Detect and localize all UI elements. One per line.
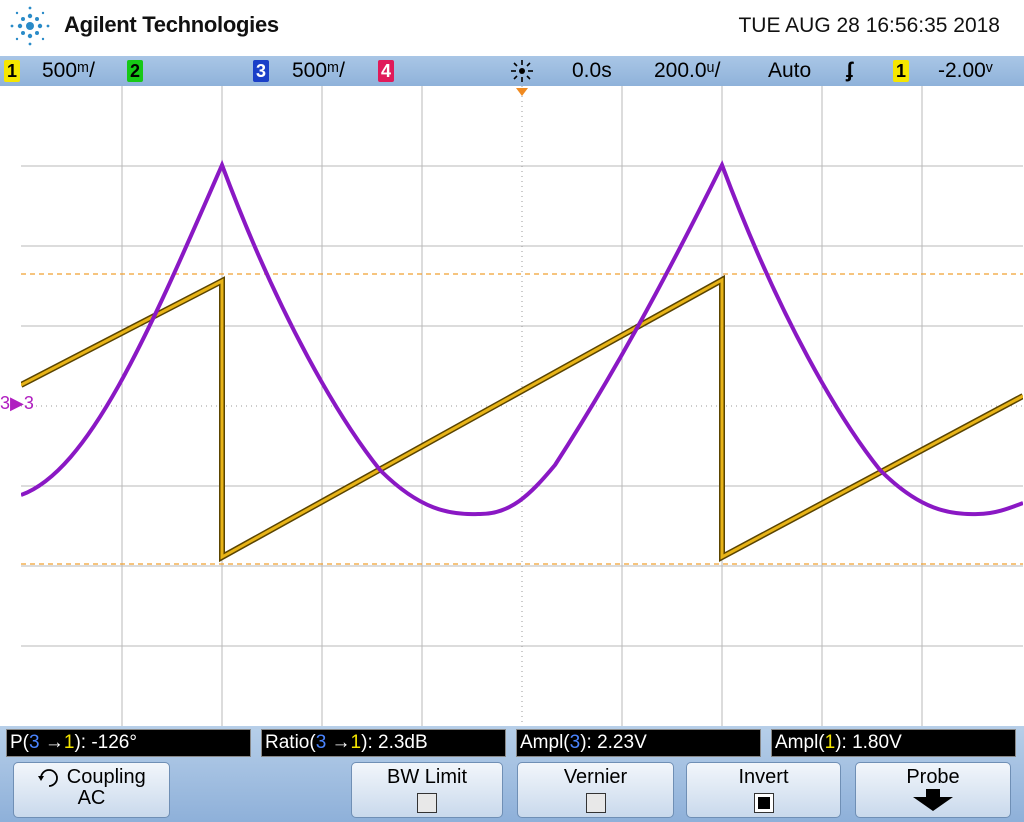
rotate-knob-icon (38, 768, 59, 787)
vernier-checkbox[interactable] (585, 793, 606, 813)
trigger-slope-icon: ʄ (846, 59, 853, 82)
channel-1-trace (21, 274, 1023, 563)
channel-4-badge[interactable]: 4 (378, 60, 394, 82)
center-axes (21, 86, 1023, 726)
channel-3-badge[interactable]: 3 (253, 60, 269, 82)
agilent-logo-icon (10, 6, 50, 46)
channel-2-badge[interactable]: 2 (127, 60, 143, 82)
ratio-measurement: Ratio(3 →1): 2.3dB (261, 729, 506, 757)
channel-1-scale: 500ᵐ/ (42, 59, 95, 82)
date-time: TUE AUG 28 16:56:35 2018 (738, 14, 1000, 37)
channel-3-trace (21, 159, 1023, 517)
bw-limit-checkbox[interactable] (417, 793, 437, 813)
channel-1-badge[interactable]: 1 (4, 60, 20, 82)
reference-levels (21, 273, 1023, 565)
header: Agilent Technologies TUE AUG 28 16:56:35… (0, 0, 1024, 56)
ampl-1-measurement: Ampl(1): 1.80V (771, 729, 1016, 757)
probe-softkey[interactable]: Probe (855, 762, 1011, 818)
bw-limit-softkey[interactable]: BW Limit (351, 762, 503, 818)
invert-softkey[interactable]: Invert (686, 762, 841, 818)
marker-label: 3 (0, 393, 11, 413)
trigger-level: -2.00ᵛ (938, 59, 993, 82)
trigger-source-badge[interactable]: 1 (893, 60, 909, 82)
coupling-softkey[interactable]: Coupling AC (13, 762, 170, 818)
brand-name: Agilent Technologies (64, 12, 279, 37)
ampl-3-measurement: Ampl(3): 2.23V (516, 729, 761, 757)
trigger-mode: Auto (768, 59, 812, 82)
invert-checkbox[interactable] (753, 793, 774, 813)
vernier-softkey[interactable]: Vernier (517, 762, 674, 818)
waveform-display[interactable] (21, 86, 1023, 726)
phase-measurement: P(3 →1): -126° (6, 729, 251, 757)
channel-3-ground-marker[interactable]: 3▶3 (0, 393, 34, 413)
trigger-delay-icon (511, 60, 533, 82)
timebase-value: 200.0ᵘ/ (654, 59, 721, 82)
arrow-down-icon (913, 789, 953, 811)
trigger-position-icon (516, 88, 528, 96)
delay-value: 0.0s (572, 59, 612, 82)
channel-3-scale: 500ᵐ/ (292, 59, 345, 82)
